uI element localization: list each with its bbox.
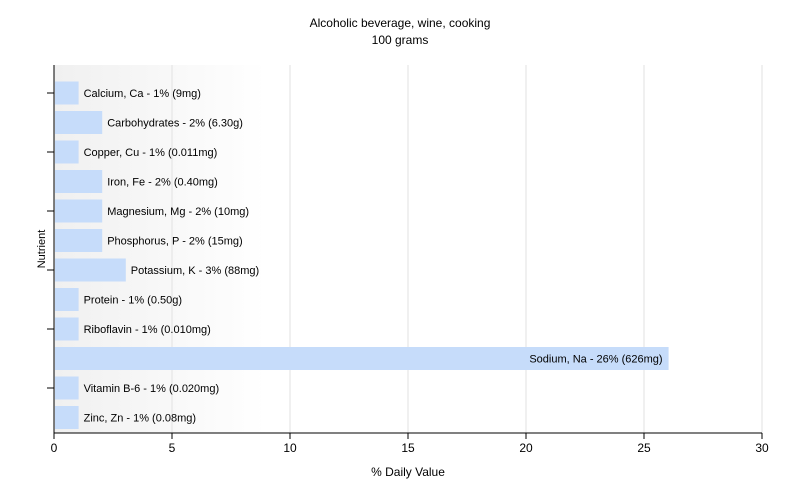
bar xyxy=(55,81,79,105)
y-axis-label: Nutrient xyxy=(36,230,48,269)
bar-label: Riboflavin - 1% (0.010mg) xyxy=(84,324,211,336)
bar xyxy=(55,199,103,223)
bar-label: Carbohydrates - 2% (6.30g) xyxy=(107,118,243,130)
bar-label: Phosphorus, P - 2% (15mg) xyxy=(107,236,243,248)
bar-label: Copper, Cu - 1% (0.011mg) xyxy=(84,147,218,159)
bar xyxy=(55,288,79,311)
bar xyxy=(55,170,103,193)
bar-label: Iron, Fe - 2% (0.40mg) xyxy=(107,177,218,189)
bar xyxy=(55,376,79,400)
chart-subtitle: 100 grams xyxy=(371,33,429,47)
bar xyxy=(55,140,79,164)
bar-label: Zinc, Zn - 1% (0.08mg) xyxy=(84,413,196,425)
x-tick-label: 20 xyxy=(519,441,533,455)
x-tick-label: 5 xyxy=(169,441,176,455)
x-tick-label: 15 xyxy=(401,441,415,455)
bar xyxy=(55,317,79,341)
x-tick-label: 30 xyxy=(755,441,769,455)
bar-label: Sodium, Na - 26% (626mg) xyxy=(529,354,662,366)
bar xyxy=(55,229,103,252)
bar-label: Magnesium, Mg - 2% (10mg) xyxy=(107,206,249,218)
bar xyxy=(55,347,669,370)
bar-label: Calcium, Ca - 1% (9mg) xyxy=(84,88,201,100)
x-tick-label: 0 xyxy=(51,441,58,455)
chart-title: Alcoholic beverage, wine, cooking xyxy=(309,16,491,30)
bar xyxy=(55,258,126,282)
x-tick-label: 10 xyxy=(283,441,297,455)
bar-label: Potassium, K - 3% (88mg) xyxy=(131,265,259,277)
bar xyxy=(55,111,103,134)
x-tick-label: 25 xyxy=(637,441,651,455)
bar xyxy=(55,406,79,429)
bar-label: Protein - 1% (0.50g) xyxy=(84,295,182,307)
bar-label: Vitamin B-6 - 1% (0.020mg) xyxy=(84,383,220,395)
x-axis-label: % Daily Value xyxy=(371,465,445,479)
